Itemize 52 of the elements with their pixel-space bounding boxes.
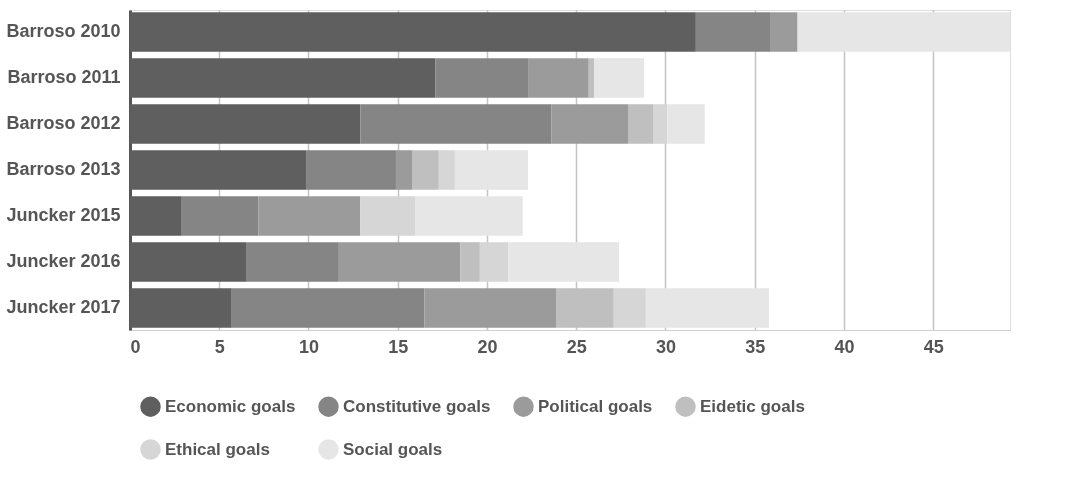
- bar: [645, 288, 770, 328]
- bar: [628, 104, 653, 144]
- bar: [306, 150, 396, 190]
- bar: [479, 242, 509, 282]
- bar: [588, 58, 595, 98]
- bar: [424, 288, 557, 328]
- y-tick-label: Barroso 2013: [6, 159, 121, 179]
- bar: [438, 150, 455, 190]
- bar: [460, 242, 480, 282]
- x-tick-label: 15: [388, 336, 409, 357]
- bar: [695, 12, 771, 52]
- bar: [395, 150, 413, 190]
- bar: [667, 104, 705, 144]
- legend-label: Political goals: [538, 396, 653, 416]
- legend-label: Constitutive goals: [343, 396, 491, 416]
- x-tick-label: 30: [655, 336, 677, 357]
- x-tick-label: 10: [298, 336, 320, 357]
- bar: [551, 104, 629, 144]
- bar: [412, 150, 439, 190]
- x-tick-label: 35: [745, 336, 766, 357]
- bar: [415, 196, 523, 236]
- bar: [231, 288, 425, 328]
- x-tick-label: 0: [130, 336, 141, 357]
- bar: [508, 242, 620, 282]
- y-tick-label: Juncker 2017: [6, 296, 121, 317]
- bar: [653, 104, 668, 144]
- bar: [338, 242, 461, 282]
- y-tick-label: Juncker 2016: [6, 250, 121, 271]
- bar: [613, 288, 646, 328]
- y-tick-label: Juncker 2015: [6, 204, 121, 225]
- x-tick-label: 40: [834, 336, 855, 357]
- x-tick-label: 5: [214, 336, 225, 357]
- y-tick-label: Barroso 2011: [7, 67, 121, 88]
- legend-label: Eidetic goals: [700, 396, 805, 416]
- x-tick-label: 45: [923, 336, 944, 357]
- bar: [360, 196, 416, 236]
- legend-label: Social goals: [343, 439, 443, 459]
- bar: [594, 58, 645, 98]
- bar: [770, 12, 798, 52]
- y-tick-label: Barroso 2010: [6, 21, 121, 42]
- bar: [181, 196, 259, 236]
- legend-label: Economic goals: [165, 396, 296, 416]
- bar: [246, 242, 339, 282]
- bar: [258, 196, 361, 236]
- bar: [435, 58, 529, 98]
- y-tick-label: Barroso 2012: [6, 113, 121, 134]
- bar: [528, 58, 589, 98]
- bar: [454, 150, 529, 190]
- x-tick-label: 20: [477, 336, 498, 357]
- x-tick-label: 25: [566, 336, 587, 357]
- bar: [360, 104, 552, 144]
- legend-label: Ethical goals: [165, 439, 270, 459]
